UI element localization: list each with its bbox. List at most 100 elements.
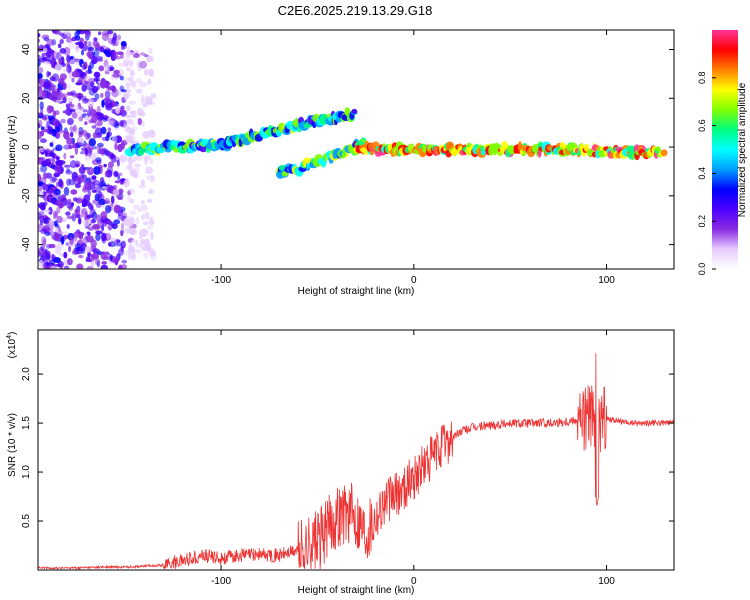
noise-blob: [49, 221, 56, 230]
noise-blob: [117, 172, 123, 177]
noise-blob: [142, 103, 147, 109]
noise-blob: [91, 175, 97, 180]
noise-blob: [145, 214, 150, 220]
noise-blob: [111, 135, 118, 144]
noise-blob: [70, 131, 74, 138]
noise-blob: [53, 233, 61, 242]
y-tick-label: 0: [21, 144, 32, 150]
noise-blob: [137, 208, 142, 212]
y-tick-label: 2.0: [21, 367, 32, 381]
noise-blob: [115, 107, 120, 114]
noise-blob: [101, 136, 108, 141]
noise-blob: [67, 258, 73, 266]
noise-blob: [117, 34, 122, 40]
signal-blob: [660, 149, 668, 157]
noise-blob: [71, 77, 75, 83]
noise-blob: [111, 257, 120, 264]
noise-blob: [100, 92, 104, 98]
noise-blob: [46, 49, 54, 58]
noise-blob: [44, 252, 51, 261]
noise-blob: [56, 215, 63, 224]
noise-blob: [104, 170, 109, 178]
noise-blob: [53, 257, 61, 263]
noise-blob: [129, 210, 137, 216]
noise-blob: [88, 40, 92, 50]
noise-blob: [149, 216, 154, 226]
noise-blob: [47, 195, 52, 200]
noise-blob: [56, 206, 61, 214]
noise-blob: [67, 97, 73, 102]
snr-marks: [38, 353, 674, 570]
noise-blob: [50, 149, 55, 157]
band-branch: [275, 137, 368, 179]
noise-blob: [63, 251, 68, 259]
noise-blob: [71, 70, 80, 78]
colorbar-tick-label: 0.4: [697, 167, 707, 180]
noise-blob: [82, 109, 88, 113]
noise-blob: [55, 245, 61, 255]
noise-blob: [127, 76, 134, 82]
noise-blob: [135, 78, 143, 83]
noise-blob: [58, 92, 65, 101]
noise-blob: [137, 118, 142, 126]
noise-blob: [128, 188, 136, 195]
noise-blob: [69, 108, 76, 113]
noise-blob: [62, 82, 67, 90]
noise-blob: [116, 159, 120, 167]
noise-blob: [150, 231, 154, 241]
noise-blob: [101, 261, 107, 265]
noise-blob: [146, 55, 153, 63]
colorbar-tick-label: 0.8: [697, 72, 707, 85]
noise-blob: [125, 126, 131, 130]
noise-blob: [123, 91, 131, 99]
noise-blob: [145, 166, 154, 175]
noise-blob: [95, 233, 101, 242]
noise-blob: [120, 105, 125, 110]
noise-blob: [122, 250, 131, 255]
noise-blob: [104, 99, 113, 109]
noise-blob: [60, 118, 66, 124]
noise-blob: [48, 91, 53, 100]
noise-blob: [58, 178, 63, 188]
noise-blob: [78, 116, 84, 122]
noise-blob: [129, 128, 136, 136]
noise-blob: [149, 160, 154, 164]
noise-blob: [101, 99, 105, 108]
noise-blob: [41, 236, 47, 245]
noise-blob: [40, 184, 48, 189]
noise-blob: [54, 220, 58, 227]
noise-blob: [54, 188, 61, 196]
noise-blob: [101, 186, 108, 190]
noise-blob: [66, 84, 71, 89]
noise-blob: [140, 200, 146, 205]
noise-blob: [95, 214, 101, 222]
band-main-high: [353, 140, 668, 161]
x-tick-label: 100: [598, 576, 615, 587]
noise-blob: [86, 214, 94, 218]
noise-blob: [66, 224, 70, 229]
noise-blob: [107, 30, 114, 35]
noise-blob: [111, 36, 117, 45]
noise-blob: [141, 120, 145, 128]
spectrogram-marks: [38, 30, 668, 269]
noise-blob: [144, 243, 152, 252]
noise-blob: [65, 32, 72, 39]
noise-blob: [74, 208, 79, 214]
noise-blob: [100, 126, 107, 135]
noise-blob: [100, 211, 108, 220]
noise-blob: [98, 191, 103, 199]
noise-blob: [44, 149, 48, 157]
noise-blob: [112, 73, 120, 78]
noise-blob: [113, 69, 120, 75]
noise-blob: [68, 245, 72, 252]
noise-blob: [92, 132, 98, 139]
noise-blob: [56, 132, 60, 139]
snr-multiplier-base: (x10: [7, 338, 18, 358]
noise-blob: [63, 144, 71, 150]
noise-blob: [88, 152, 97, 160]
noise-blob: [86, 235, 94, 243]
noise-blob: [134, 163, 141, 168]
noise-blob: [95, 157, 102, 163]
noise-blob: [149, 69, 155, 78]
noise-blob: [72, 197, 78, 202]
